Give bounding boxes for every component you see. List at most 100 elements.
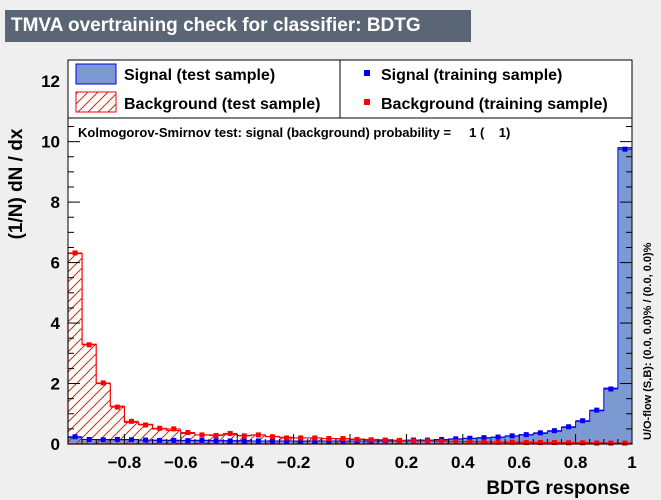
background-train-point (114, 404, 120, 410)
signal-train-point (157, 437, 163, 443)
signal-train-point (185, 438, 191, 444)
y-tick-label: 6 (51, 254, 60, 273)
overflow-text: U/O-flow (S,B): (0.0, 0.0)% / (0.0, 0.0)… (642, 242, 654, 440)
legend-background-test-label: Background (test sample) (124, 96, 320, 113)
chart-title: TMVA overtraining check for classifier: … (5, 10, 471, 42)
background-train-point (241, 433, 247, 439)
signal-train-point (143, 437, 149, 443)
signal-train-point (171, 437, 177, 443)
legend: Signal (test sample) Background (test sa… (67, 59, 633, 119)
background-train-point (396, 437, 402, 443)
legend-box (67, 59, 633, 119)
y-tick-label: 10 (41, 133, 60, 152)
background-train-point (481, 439, 487, 445)
x-tick-label: 0.4 (451, 453, 475, 472)
x-tick-label: 0.2 (395, 453, 419, 472)
x-axis-label: BDTG response (486, 478, 630, 499)
legend-signal-test-label: Signal (test sample) (124, 67, 275, 84)
background-train-point (537, 439, 543, 445)
background-train-point (185, 430, 191, 436)
y-tick-label: 2 (51, 375, 60, 394)
signal-train-point (509, 433, 515, 439)
y-tick-label: 8 (51, 193, 60, 212)
background-train-point (312, 435, 318, 441)
x-tick-label: −0.2 (277, 453, 311, 472)
signal-train-point (86, 436, 92, 442)
histogram-layer (67, 146, 633, 446)
signal-train-point (537, 430, 543, 436)
background-train-point (523, 439, 529, 445)
signal-train-point (284, 438, 290, 444)
legend-background-train-marker (364, 99, 370, 105)
background-train-point (128, 418, 134, 424)
background-train-point (143, 422, 149, 428)
background-train-point (509, 439, 515, 445)
signal-train-point (227, 438, 233, 444)
y-tick-label: 4 (51, 314, 61, 333)
signal-train-point (269, 438, 275, 444)
signal-train-point (622, 146, 628, 152)
background-train-point (580, 440, 586, 446)
signal-train-point (100, 437, 106, 443)
signal-train-point (594, 407, 600, 413)
x-tick-label: −0.4 (220, 453, 254, 472)
background-train-point (382, 437, 388, 443)
x-tick-label: −0.6 (164, 453, 198, 472)
legend-signal-train-marker (364, 70, 370, 76)
background-train-point (326, 436, 332, 442)
background-train-point (255, 432, 261, 438)
background-train-point (227, 430, 233, 436)
background-train-point (566, 440, 572, 446)
background-train-point (425, 438, 431, 444)
background-train-point (284, 435, 290, 441)
signal-train-point (580, 418, 586, 424)
y-tick-label: 12 (41, 72, 60, 91)
signal-train-point (199, 437, 205, 443)
signal-train-point (72, 434, 78, 440)
signal-train-point (481, 435, 487, 441)
background-train-point (622, 440, 628, 446)
background-train-point (86, 342, 92, 348)
legend-signal-train-label: Signal (training sample) (381, 67, 562, 84)
signal-train-point (298, 438, 304, 444)
background-train-point (354, 436, 360, 442)
background-train-point (213, 433, 219, 439)
signal-train-point (453, 436, 459, 442)
background-train-point (439, 438, 445, 444)
signal-train-point (312, 438, 318, 444)
x-tick-label: 1 (627, 453, 636, 472)
signal-train-point (467, 435, 473, 441)
x-tick-label: 0.8 (564, 453, 588, 472)
background-train-point (608, 440, 614, 446)
x-tick-label: 0.6 (507, 453, 531, 472)
ks-test-text: Kolmogorov-Smirnov test: signal (backgro… (78, 125, 510, 140)
background-train-point (72, 250, 78, 256)
background-train-point (594, 440, 600, 446)
background-train-point (410, 438, 416, 444)
signal-train-point (213, 438, 219, 444)
background-train-point (340, 436, 346, 442)
signal-train-point (523, 432, 529, 438)
background-train-point (467, 439, 473, 445)
signal-train-point (495, 434, 501, 440)
signal-train-point (566, 424, 572, 430)
signal-train-point (241, 438, 247, 444)
x-tick-label: −0.8 (108, 453, 142, 472)
background-train-point (157, 425, 163, 431)
background-train-point (199, 432, 205, 438)
plot-frame-bg (68, 60, 632, 444)
background-train-point (453, 439, 459, 445)
signal-train-point (608, 386, 614, 392)
legend-background-test-swatch (75, 91, 117, 113)
background-train-point (368, 437, 374, 443)
background-train-point (551, 439, 557, 445)
background-train-point (269, 434, 275, 440)
background-train-point (495, 439, 501, 445)
legend-signal-test-swatch (75, 63, 117, 85)
signal-train-point (551, 428, 557, 434)
signal-train-point (114, 436, 120, 442)
legend-background-train-label: Background (training sample) (381, 96, 608, 113)
background-train-point (298, 435, 304, 441)
y-axis-label: (1/N) dN / dx (6, 128, 27, 239)
